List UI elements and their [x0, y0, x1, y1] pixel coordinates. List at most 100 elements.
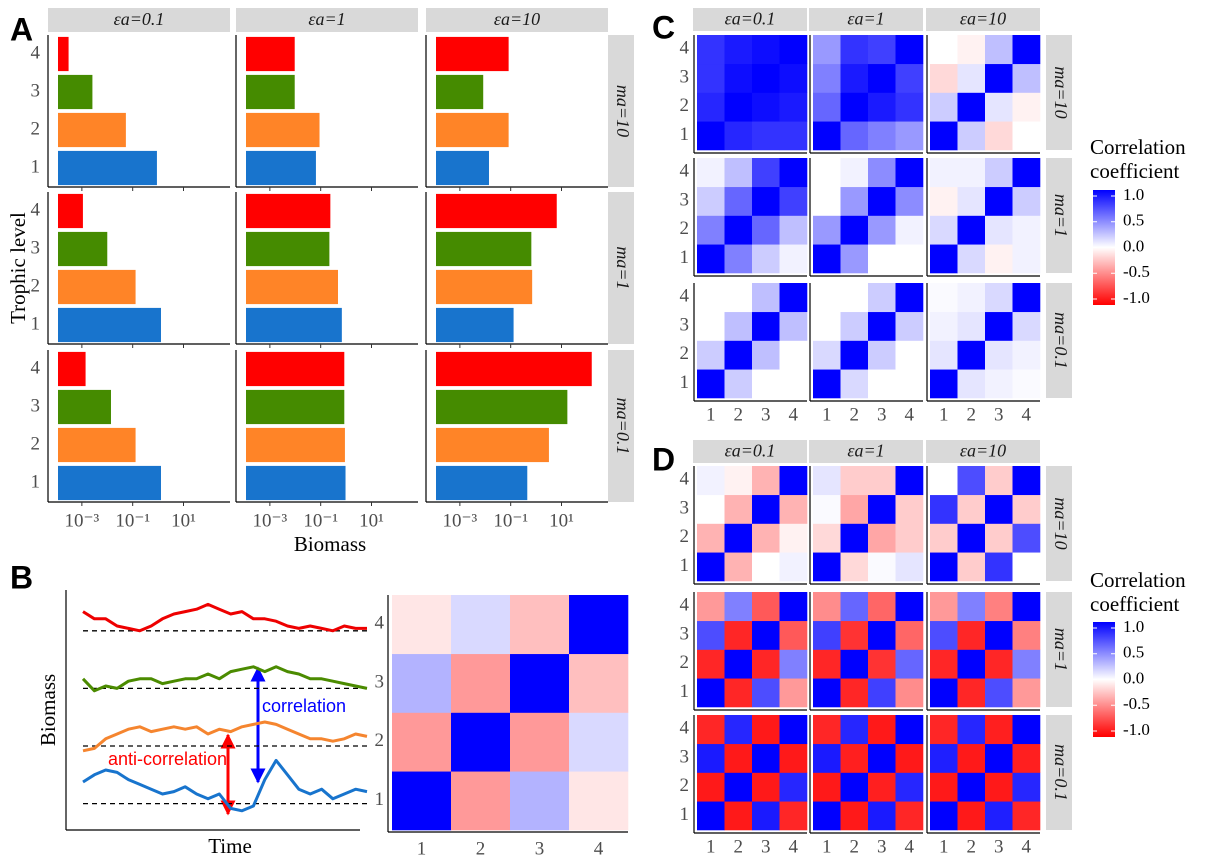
x-axis-title: Biomass	[294, 532, 366, 556]
heatmap-cell	[779, 340, 808, 370]
heatmap-cell	[868, 244, 896, 274]
heatmap-cell	[840, 121, 869, 151]
x-tick-label: 3	[994, 836, 1004, 857]
heatmap-cell	[957, 283, 986, 313]
y-tick-label: 3	[680, 66, 690, 87]
x-tick-label: 10⁻¹	[493, 510, 528, 531]
heatmap-cell	[868, 678, 896, 708]
heatmap-cell	[840, 215, 869, 245]
heatmap-cell	[813, 35, 841, 65]
heatmap-cell	[697, 92, 725, 122]
legend-tick-label: 1.0	[1123, 185, 1144, 204]
heatmap-cell	[697, 466, 725, 496]
y-tick-label: 3	[680, 314, 690, 335]
heatmap-cell	[779, 743, 808, 773]
heatmap-cell	[697, 215, 725, 245]
heatmap-cell	[840, 186, 869, 216]
y-tick-label: 4	[31, 42, 41, 63]
heatmap-cell	[779, 620, 808, 650]
heatmap-cell	[813, 743, 841, 773]
heatmap-cell	[813, 340, 841, 370]
heatmap-cell	[510, 595, 570, 655]
heatmap-cell	[1012, 649, 1041, 679]
facet-strip	[608, 350, 634, 502]
y-tick-label: 1	[680, 804, 690, 825]
heatmap-cell	[1012, 494, 1041, 524]
bar	[436, 193, 557, 229]
panel-label: D	[652, 441, 675, 477]
heatmap-cell	[930, 369, 958, 399]
heatmap-cell	[752, 743, 780, 773]
heatmap-cell	[724, 678, 753, 708]
heatmap-cell	[779, 678, 808, 708]
heatmap-cell	[985, 311, 1013, 341]
bar	[246, 74, 295, 110]
heatmap-cell	[840, 523, 869, 553]
heatmap-cell	[724, 311, 753, 341]
heatmap-cell	[930, 743, 958, 773]
heatmap-cell	[985, 35, 1013, 65]
y-tick-label: 1	[31, 313, 41, 334]
heatmap-cell	[697, 715, 725, 745]
heatmap-cell	[752, 772, 780, 802]
heatmap-cell	[724, 35, 753, 65]
bar	[246, 193, 331, 229]
bar	[246, 36, 295, 72]
heatmap-cell	[1012, 35, 1041, 65]
heatmap-cell	[752, 340, 780, 370]
heatmap-cell	[779, 215, 808, 245]
heatmap-cell	[957, 743, 986, 773]
heatmap-cell	[1012, 743, 1041, 773]
heatmap-cell	[895, 63, 924, 93]
heatmap-cell	[724, 772, 753, 802]
facet-strip	[809, 440, 923, 463]
heatmap-cell	[985, 801, 1013, 831]
facet-label: ma=0.1	[1051, 744, 1071, 801]
facet-label: ma=1	[1051, 194, 1071, 237]
series-line	[82, 758, 368, 813]
heatmap-cell	[510, 712, 570, 772]
x-tick-label: 10⁻³	[442, 510, 477, 531]
heatmap-cell	[779, 244, 808, 274]
panel-label: C	[652, 9, 675, 45]
heatmap-cell	[752, 158, 780, 188]
heatmap-cell	[840, 311, 869, 341]
facet-strip	[1046, 283, 1072, 398]
series-line	[82, 720, 368, 753]
heatmap-cell	[985, 186, 1013, 216]
heatmap-cell	[724, 649, 753, 679]
heatmap-cell	[840, 715, 869, 745]
y-tick-label: 2	[680, 526, 690, 547]
heatmap-cell	[985, 772, 1013, 802]
heatmap-cell	[724, 63, 753, 93]
heatmap-cell	[868, 121, 896, 151]
facet-label: ma=10	[1051, 66, 1071, 118]
heatmap-cell	[868, 649, 896, 679]
heatmap-cell	[840, 92, 869, 122]
heatmap-cell	[868, 523, 896, 553]
heatmap-cell	[697, 35, 725, 65]
heatmap-cell	[840, 592, 869, 622]
legend-tick-label: 0.5	[1123, 211, 1144, 230]
heatmap-cell	[813, 244, 841, 274]
heatmap-cell	[985, 715, 1013, 745]
y-tick-label: 1	[375, 789, 385, 810]
heatmap-cell	[697, 121, 725, 151]
facet-strip	[1046, 592, 1072, 707]
facet-label: εa=10	[494, 9, 540, 29]
bar	[246, 465, 346, 501]
heatmap-cell	[813, 678, 841, 708]
bar	[246, 150, 316, 186]
heatmap-cell	[510, 653, 570, 713]
facet-strip	[608, 192, 634, 344]
facet-strip	[809, 8, 923, 31]
heatmap-cell	[752, 466, 780, 496]
bar	[246, 307, 342, 343]
facet-strip	[1046, 158, 1072, 273]
x-tick-label: 10⁻³	[64, 510, 99, 531]
heatmap-cell	[813, 283, 841, 313]
heatmap-cell	[895, 552, 924, 582]
bar	[436, 389, 568, 425]
heatmap-cell	[752, 63, 780, 93]
x-tick-label: 4	[905, 836, 915, 857]
